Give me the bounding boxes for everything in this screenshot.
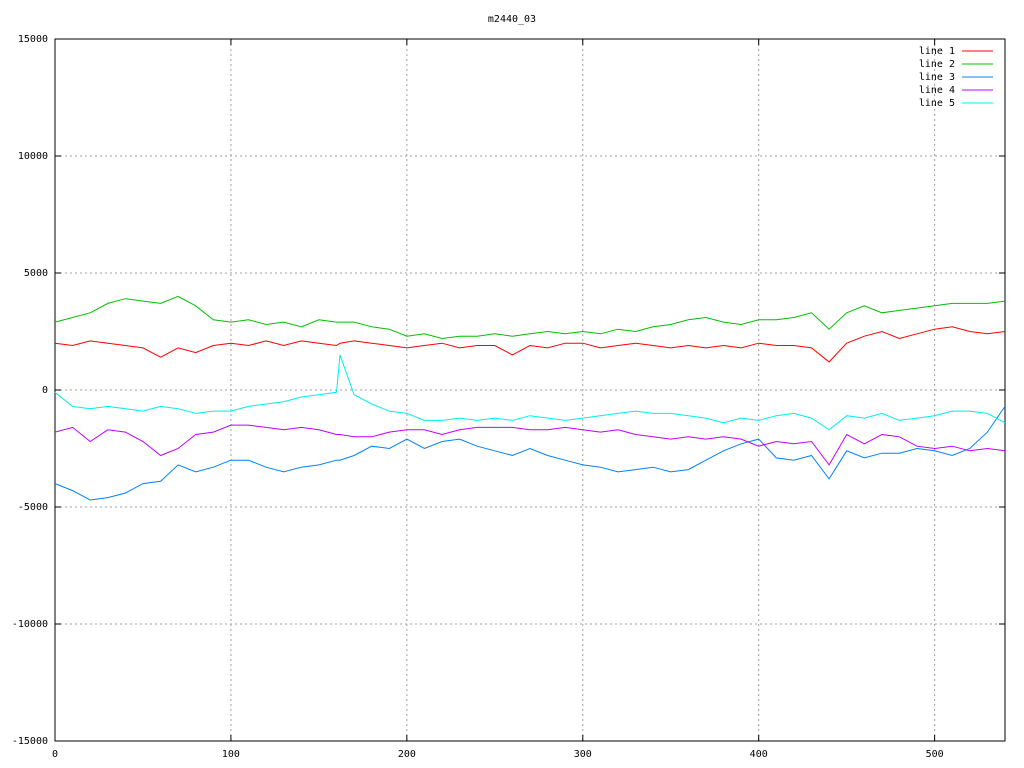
data-line: [54, 295, 1006, 340]
y-tick-label: -10000: [12, 619, 48, 630]
legend-label: line 2: [919, 59, 955, 70]
x-tick-label: 100: [222, 749, 240, 760]
legend-label: line 3: [919, 72, 955, 83]
plot-frame: [54, 38, 1006, 742]
x-tick-label: 300: [574, 749, 592, 760]
y-tick-label: 5000: [24, 268, 48, 279]
data-line: [54, 354, 1006, 431]
x-tick-label: 0: [52, 749, 58, 760]
data-line: [54, 406, 1006, 501]
data-line: [54, 326, 1006, 363]
chart-title: m2440_03: [488, 14, 536, 25]
data-line: [54, 424, 1006, 466]
legend-label: line 4: [919, 85, 955, 96]
x-tick-label: 500: [926, 749, 944, 760]
y-tick-label: 10000: [18, 151, 48, 162]
y-tick-label: -15000: [12, 736, 48, 747]
legend-label: line 1: [919, 46, 955, 57]
y-tick-label: 0: [42, 385, 48, 396]
x-tick-label: 400: [750, 749, 768, 760]
legend-label: line 5: [919, 98, 955, 109]
x-tick-label: 200: [398, 749, 416, 760]
y-tick-label: 15000: [18, 34, 48, 45]
y-tick-label: -5000: [18, 502, 48, 513]
